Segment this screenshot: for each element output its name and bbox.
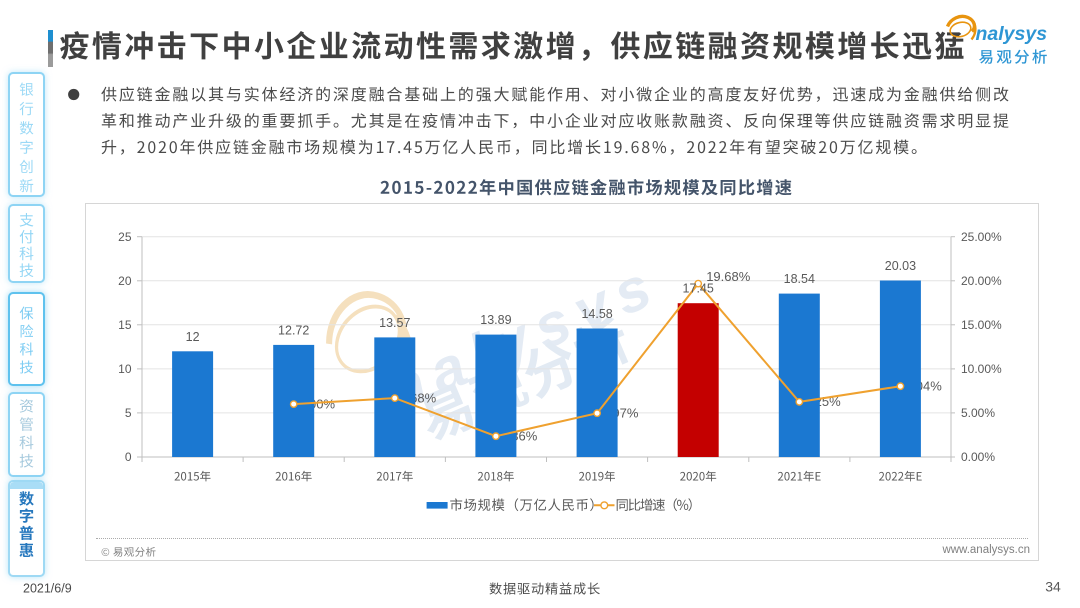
svg-text:5: 5 (125, 406, 132, 420)
svg-text:15: 15 (118, 318, 132, 332)
svg-text:20.03: 20.03 (885, 259, 916, 273)
svg-text:15.00%: 15.00% (961, 318, 1002, 332)
svg-text:13.57: 13.57 (379, 316, 410, 330)
svg-text:0.00%: 0.00% (961, 450, 995, 464)
svg-text:10: 10 (118, 362, 132, 376)
svg-text:2021/6/9: 2021/6/9 (23, 582, 72, 596)
svg-text:0: 0 (125, 450, 132, 464)
svg-text:20: 20 (118, 274, 132, 288)
svg-text:nalysys: nalysys (976, 23, 1048, 45)
svg-text:25.00%: 25.00% (961, 230, 1002, 244)
svg-text:18.54: 18.54 (784, 272, 815, 286)
svg-text:5.00%: 5.00% (961, 406, 995, 420)
svg-text:25: 25 (118, 230, 132, 244)
svg-text:12: 12 (186, 330, 200, 344)
svg-text:34: 34 (1045, 579, 1061, 595)
svg-text:13.89: 13.89 (480, 313, 511, 327)
svg-text:12.72: 12.72 (278, 323, 309, 337)
svg-text:14.58: 14.58 (581, 307, 612, 321)
svg-text:20.00%: 20.00% (961, 274, 1002, 288)
svg-text:17.45: 17.45 (683, 282, 714, 296)
svg-text:19.68%: 19.68% (706, 269, 751, 284)
svg-text:10.00%: 10.00% (961, 362, 1002, 376)
svg-text:www.analysys.cn: www.analysys.cn (941, 544, 1030, 556)
